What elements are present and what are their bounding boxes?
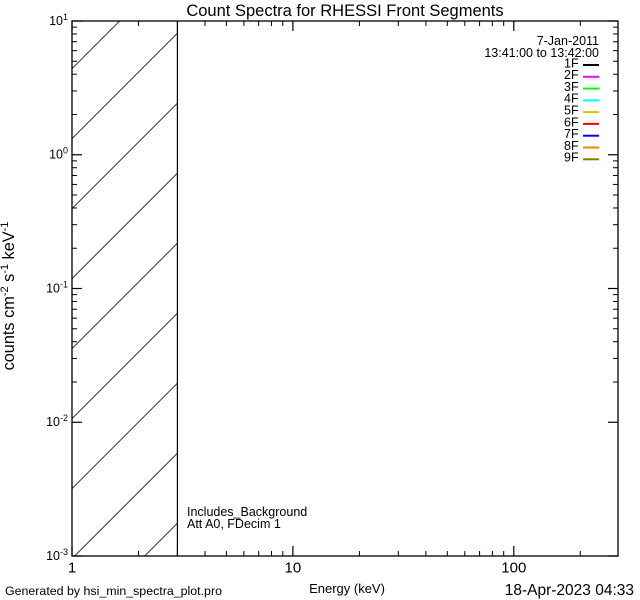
svg-text:counts cm-2 s-1 keV-1: counts cm-2 s-1 keV-1 (0, 222, 18, 371)
svg-text:Energy (keV): Energy (keV) (309, 581, 385, 596)
svg-text:10-1: 10-1 (46, 280, 68, 296)
svg-text:100: 100 (49, 146, 68, 162)
svg-text:101: 101 (49, 12, 68, 28)
svg-text:13:41:00 to 13:42:00: 13:41:00 to 13:42:00 (484, 46, 599, 60)
svg-text:9F: 9F (564, 151, 579, 165)
svg-text:10-3: 10-3 (46, 547, 68, 563)
svg-text:18-Apr-2023 04:33: 18-Apr-2023 04:33 (505, 582, 634, 599)
svg-text:10: 10 (285, 560, 302, 577)
svg-text:Att A0, FDecim 1: Att A0, FDecim 1 (187, 517, 281, 531)
svg-text:10-2: 10-2 (46, 413, 68, 429)
svg-text:Generated by hsi_min_spectra_p: Generated by hsi_min_spectra_plot.pro (5, 584, 222, 598)
svg-text:100: 100 (501, 560, 526, 577)
svg-text:1: 1 (68, 560, 76, 577)
svg-text:Count Spectra for RHESSI Front: Count Spectra for RHESSI Front Segments (186, 2, 503, 20)
